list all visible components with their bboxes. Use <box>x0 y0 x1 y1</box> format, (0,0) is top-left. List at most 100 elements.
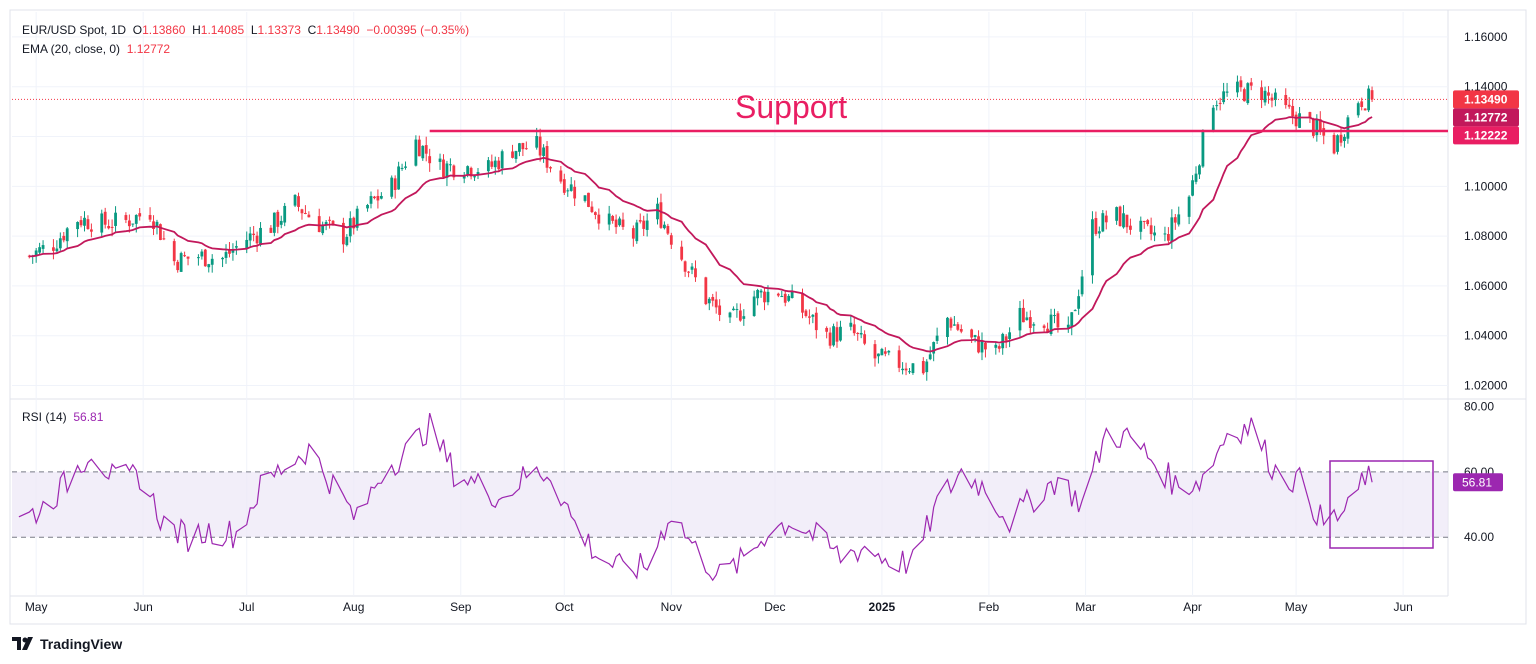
rsi-line <box>18 412 1373 582</box>
candle-body <box>856 333 860 335</box>
candle-body <box>328 219 331 221</box>
candle-body <box>414 139 418 166</box>
change-value: −0.00395 (−0.35%) <box>366 23 470 37</box>
candle-body <box>400 167 404 169</box>
candle-body <box>1008 332 1012 339</box>
candle-body <box>1294 114 1298 127</box>
candle-body <box>497 160 501 170</box>
candle-body <box>569 184 573 191</box>
candle-body <box>131 223 135 225</box>
time-tick-label: Jul <box>239 600 254 614</box>
candle-body <box>197 257 200 259</box>
candle-body <box>65 228 69 242</box>
chart-frame <box>9 9 1527 625</box>
candle-body <box>221 257 224 260</box>
close-label: C <box>307 23 317 37</box>
candle-body <box>735 309 739 311</box>
candle-body <box>324 222 328 225</box>
candle-body <box>835 327 839 342</box>
candle-body <box>1242 89 1246 102</box>
ema-label: EMA (20, close, 0) <box>22 42 121 56</box>
candle-body <box>248 233 252 241</box>
candle-body <box>1270 97 1274 101</box>
candle-body <box>1318 119 1322 131</box>
candle-body <box>635 222 639 242</box>
low-label: L <box>250 23 258 37</box>
candle-body <box>928 354 932 360</box>
candle-body <box>1125 214 1129 228</box>
candle-body <box>341 222 345 245</box>
candle-body <box>473 176 476 178</box>
candle-body <box>732 308 735 311</box>
candle-body <box>763 291 766 303</box>
candle-body <box>973 335 977 338</box>
tradingview-logo[interactable]: TradingView <box>12 636 122 652</box>
price-tag-ema <box>1453 108 1519 127</box>
candle-body <box>804 310 808 316</box>
candle-body <box>859 332 863 335</box>
candle-body <box>245 239 249 249</box>
candle-body <box>776 293 780 296</box>
candle-body <box>1287 104 1291 107</box>
candle-body <box>1170 217 1174 243</box>
candle-body <box>79 220 83 226</box>
candle-body <box>103 211 107 225</box>
candle-body <box>832 326 835 346</box>
candle-body <box>1211 107 1215 132</box>
candle-body <box>970 329 974 338</box>
candle-body <box>659 202 663 228</box>
candle-body <box>421 145 425 159</box>
candle-body <box>801 293 804 313</box>
candle-body <box>307 214 311 218</box>
candle-body <box>590 206 594 213</box>
candle-body <box>269 227 273 233</box>
candle-body <box>490 161 494 167</box>
rsi-tag <box>1453 473 1503 492</box>
candle-body <box>956 324 960 330</box>
candle-body <box>355 208 359 228</box>
candle-body <box>611 216 615 221</box>
candle-body <box>997 346 1001 349</box>
candle-body <box>1104 215 1108 223</box>
price-tick-label: 1.10000 <box>1464 179 1508 193</box>
candle-body <box>1022 307 1025 323</box>
candle-body <box>883 351 887 354</box>
candle-body <box>1146 220 1150 225</box>
candle-body <box>535 136 539 148</box>
candle-body <box>921 361 925 374</box>
candle-body <box>186 256 190 259</box>
candle-body <box>669 235 673 245</box>
candle-body <box>814 312 818 331</box>
candle-body <box>828 332 832 346</box>
candle-body <box>228 249 231 254</box>
candle-body <box>1053 315 1056 317</box>
candle-body <box>807 316 811 318</box>
candle-body <box>1149 225 1153 235</box>
axes: 1.160001.140001.120001.100001.080001.060… <box>25 30 1519 614</box>
candle-body <box>766 291 770 303</box>
candle-body <box>863 334 867 344</box>
candle-body <box>718 305 722 315</box>
candle-body <box>124 215 128 220</box>
candle-body <box>276 211 280 227</box>
price-tick-label: 1.02000 <box>1464 379 1508 393</box>
candle-body <box>994 344 998 348</box>
candle-body <box>849 322 853 327</box>
time-tick-label: May <box>1285 600 1308 614</box>
time-tick-label: Apr <box>1183 600 1202 614</box>
candle-body <box>424 145 428 154</box>
candle-body <box>331 220 335 225</box>
candle-body <box>55 248 59 252</box>
candle-body <box>1094 218 1098 234</box>
time-tick-label: May <box>25 600 48 614</box>
candle-body <box>1177 214 1181 225</box>
candle-body <box>1291 105 1295 117</box>
candle-body <box>1122 213 1125 228</box>
rsi-band <box>12 471 1448 538</box>
candle-body <box>293 194 297 206</box>
time-tick-label: Jun <box>1393 600 1412 614</box>
candle-body <box>1332 134 1336 154</box>
candle-series <box>27 75 1374 381</box>
candle-body <box>231 250 235 253</box>
candle-body <box>752 296 756 316</box>
